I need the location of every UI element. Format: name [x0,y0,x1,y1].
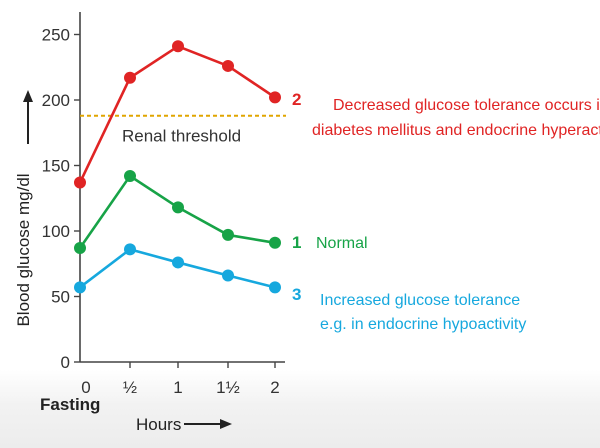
axis-labels: Blood glucose mg/dl Fasting Hours [14,90,232,434]
reference-lines: Renal threshold [80,114,286,146]
series-2-line [78,44,276,184]
series-2-point [124,71,136,84]
series-1-annotation: Normal [316,235,368,252]
x-axis-title: Hours [136,415,181,434]
series-2-point [269,91,281,104]
renal-threshold-label: Renal threshold [122,127,241,146]
y-tick-label: 200 [42,91,70,110]
series-1-number: 1 [292,233,301,252]
annotation-line: Decreased glucose tolerance occurs in [333,97,600,114]
series-2-annotation: Decreased glucose tolerance occurs in dia… [312,97,600,139]
x-tick-label: ½ [123,378,137,397]
y-tick-label: 50 [51,288,70,307]
y-tick-label: 150 [42,157,70,176]
series-1-point [124,169,136,182]
series-3-point [172,256,184,269]
bottom-band [0,370,600,448]
x-fasting-label: Fasting [40,395,100,414]
series-layer: 2 Decreased glucose tolerance occurs in di… [74,40,600,333]
annotation-line: diabetes mellitus and endocrine hyperact… [312,122,600,139]
x-tick-label: 2 [270,378,279,397]
series-2-point [74,176,86,189]
axes: 0 50 100 150 200 250 0 ½ 1 1½ 2 [42,12,285,397]
series-2-number: 2 [292,90,301,109]
series-3-number: 3 [292,285,301,304]
annotation-line: Increased glucose tolerance [320,292,520,309]
y-axis-title: Blood glucose mg/dl [14,173,33,326]
series-1-point [222,228,234,241]
series-1-point [74,242,86,255]
series-3-point [222,269,234,282]
series-1: 1 Normal [74,169,368,255]
x-arrow-head [220,419,232,429]
series-3-point [74,281,86,294]
series-2-point [172,40,184,53]
series-3-point [124,243,136,256]
x-tick-label: 1½ [216,378,240,397]
series-3: 3 Increased glucose tolerance e.g. in endo… [74,243,526,333]
series-2-point [222,59,234,72]
series-3-point [269,281,281,294]
annotation-line: e.g. in endocrine hypoactivity [320,316,526,333]
x-tick-label: 1 [173,378,182,397]
y-tick-label: 100 [42,222,70,241]
y-arrow-head [23,90,33,102]
series-1-point [172,201,184,214]
series-3-annotation: Increased glucose tolerance e.g. in endoc… [320,292,526,333]
y-tick-label: 0 [61,353,70,372]
x-tick-label: 0 [81,378,90,397]
series-1-point [269,236,281,249]
y-tick-label: 250 [42,26,70,45]
annotation-line: Normal [316,235,368,252]
series-2: 2 Decreased glucose tolerance occurs in di… [74,40,600,189]
